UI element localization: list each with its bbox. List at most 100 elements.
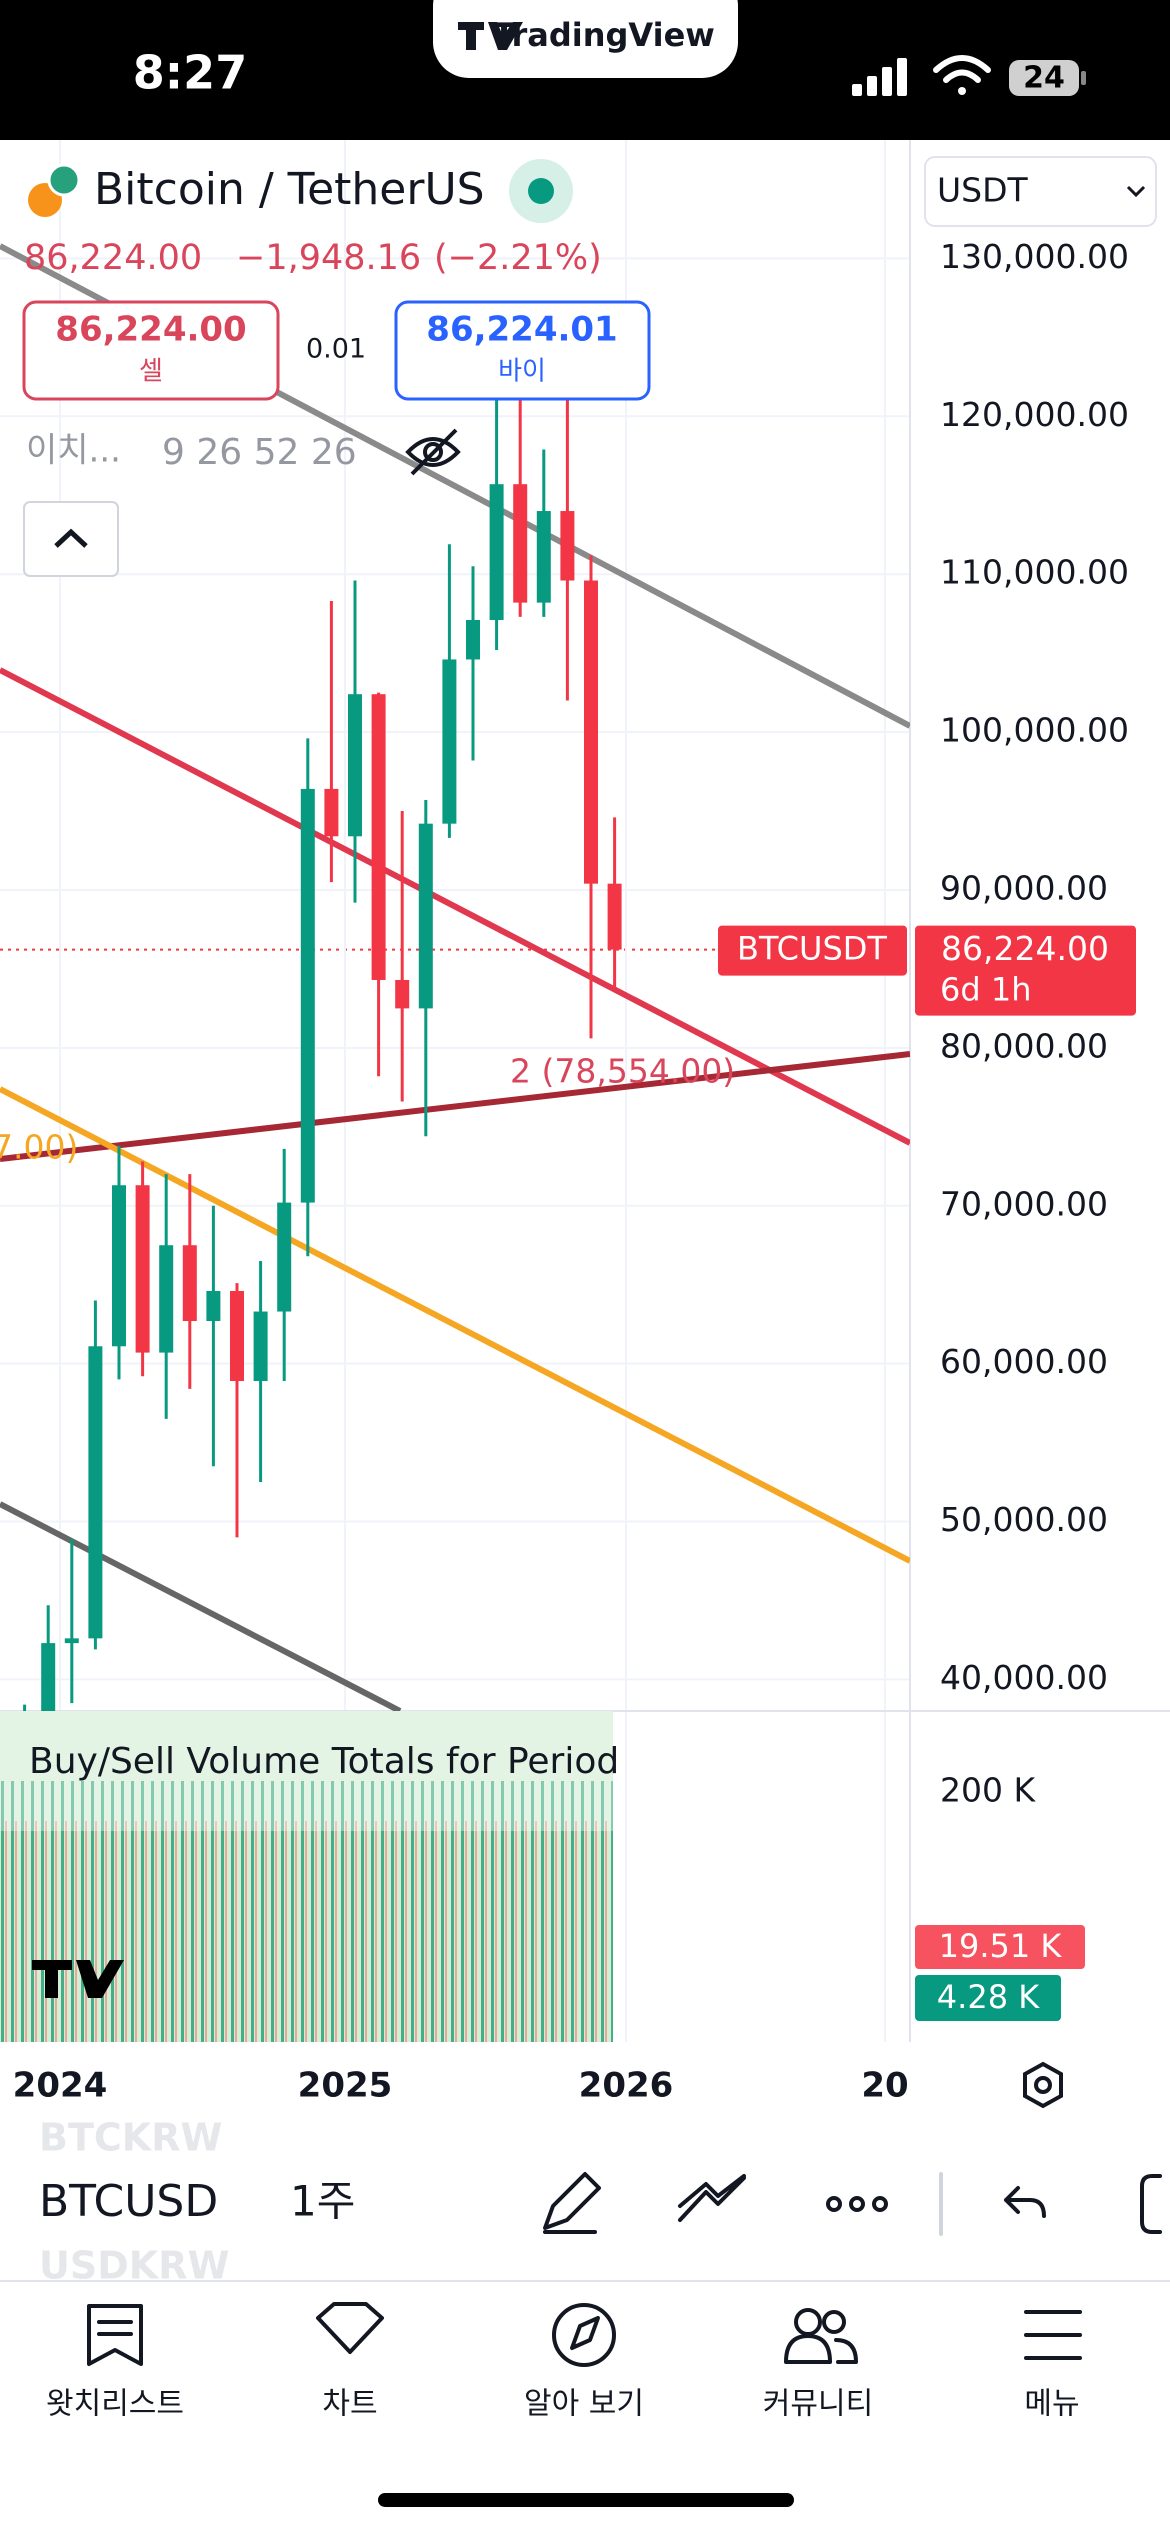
x-tick-label: 2026 [579, 2066, 674, 2106]
candle-body [395, 979, 410, 1009]
y-tick-label: 70,000.00 [940, 1184, 1108, 1223]
currency: USDT [937, 171, 1029, 210]
sell-volume-box [915, 1925, 1085, 1969]
usdt-logo [47, 163, 81, 197]
x-tick-label: 2024 [13, 2066, 108, 2106]
candle-body [135, 1185, 150, 1353]
collapse-button[interactable] [23, 501, 119, 577]
explore-icon[interactable] [552, 2303, 616, 2367]
menu-icon[interactable] [1024, 2310, 1082, 2360]
nav-label: 차트 [322, 2387, 377, 2422]
interval[interactable]: 1주 [290, 2177, 355, 2226]
price-tag [915, 925, 1136, 1016]
x-tick-label: 20 [861, 2066, 908, 2106]
candle-body [418, 823, 433, 1009]
candle-body [300, 788, 315, 1203]
indicator-name: 이치... [26, 431, 121, 471]
more-icon[interactable] [826, 2196, 888, 2212]
sell-label: 셀 [139, 357, 163, 387]
sell-button[interactable] [22, 300, 280, 401]
candles [23, 318, 622, 1711]
candle-body [348, 694, 362, 837]
y-tick-label: 90,000.00 [940, 868, 1108, 907]
trend-line [0, 1501, 402, 1711]
change: −1,948.16 [236, 238, 421, 278]
symbol-tag [718, 925, 907, 976]
buy-price: 86,224.01 [426, 310, 617, 350]
trend-line [0, 1086, 910, 1564]
battery-tip [1081, 71, 1086, 85]
candle-body [466, 619, 480, 660]
candle-body [584, 580, 598, 884]
tv-watermark [32, 1960, 124, 1998]
candle-body [253, 1311, 268, 1382]
nav-label: 커뮤니티 [763, 2387, 873, 2422]
settings-icon[interactable] [1023, 2061, 1063, 2109]
buy-volume-box [915, 1975, 1061, 2021]
y-tick-label: 100,000.00 [940, 711, 1129, 750]
trend-line [0, 667, 910, 1146]
fullscreen-icon[interactable] [1140, 2174, 1162, 2234]
dropdown-arrow [1126, 185, 1146, 198]
y-tick-label: 50,000.00 [940, 1500, 1108, 1539]
nav-labels: 왓치리스트 차트 알아 보기 커뮤니티 메뉴 [46, 2387, 1080, 2422]
candle-body [112, 1185, 126, 1347]
candle-body [560, 511, 575, 581]
y-tick-label: 110,000.00 [940, 553, 1129, 592]
buy-label: 바이 [498, 357, 546, 387]
annotation: 2 (78,554.00) [510, 1052, 735, 1091]
last-price: 86,224.00 [24, 238, 202, 278]
volume-title: Buy/Sell Volume Totals for Period [29, 1741, 619, 1782]
trend-line [0, 1051, 910, 1162]
x-axis: 2024 2025 2026 20 [13, 2066, 909, 2106]
wifi-icon [933, 55, 991, 95]
candle-body [489, 484, 504, 620]
market-status [528, 178, 554, 204]
candle-body [536, 511, 551, 603]
y-axis: 130,000.00 120,000.00 110,000.00 100,000.00… [718, 237, 1136, 1697]
symbol-tag-label: BTCUSDT [737, 930, 887, 968]
change-pct: (−2.21%) [434, 238, 602, 278]
candle-body [182, 1245, 197, 1322]
drawings-icon[interactable] [678, 2174, 746, 2222]
chart-icon[interactable] [316, 2302, 384, 2354]
community-icon[interactable] [784, 2308, 858, 2364]
annotation: 7.00) [0, 1128, 78, 1167]
clock: 8:27 [133, 46, 247, 100]
candle-body [607, 883, 622, 950]
candle-body [324, 788, 339, 837]
drawings [0, 243, 910, 1711]
y-tick-label: 120,000.00 [940, 395, 1129, 434]
spread: 0.01 [306, 334, 366, 365]
battery-level: 24 [1023, 61, 1065, 96]
nav-label: 메뉴 [1024, 2387, 1079, 2422]
tv-logo [458, 22, 523, 50]
hide-icon[interactable] [405, 428, 461, 476]
candle-body [442, 659, 457, 824]
candle-body [230, 1291, 244, 1382]
home-indicator [378, 2493, 794, 2507]
buy-button[interactable] [394, 300, 651, 401]
candle-body [88, 1346, 103, 1639]
currency-select[interactable] [924, 156, 1157, 227]
chevron-up [54, 528, 88, 548]
y-tick-label: 130,000.00 [940, 237, 1129, 276]
candle-body [159, 1245, 174, 1353]
x-tick-label: 2025 [298, 2066, 393, 2106]
settings-icon-core [1034, 2076, 1052, 2094]
draw-icon[interactable] [543, 2172, 601, 2234]
battery-icon [1009, 60, 1079, 96]
nav-label: 알아 보기 [524, 2387, 644, 2422]
watchlist-icon[interactable] [87, 2304, 143, 2366]
toolbar-symbol[interactable]: BTCUSD [39, 2176, 218, 2227]
sell-price: 86,224.00 [55, 310, 246, 350]
y-tick-label: 60,000.00 [940, 1342, 1108, 1381]
candle-body [64, 1638, 79, 1644]
y-tick-label: 80,000.00 [940, 1026, 1108, 1065]
candle-body [277, 1202, 292, 1312]
app-name: TradingView [493, 16, 715, 54]
undo-icon[interactable] [1004, 2186, 1046, 2218]
y-tick-label: 40,000.00 [940, 1658, 1108, 1697]
